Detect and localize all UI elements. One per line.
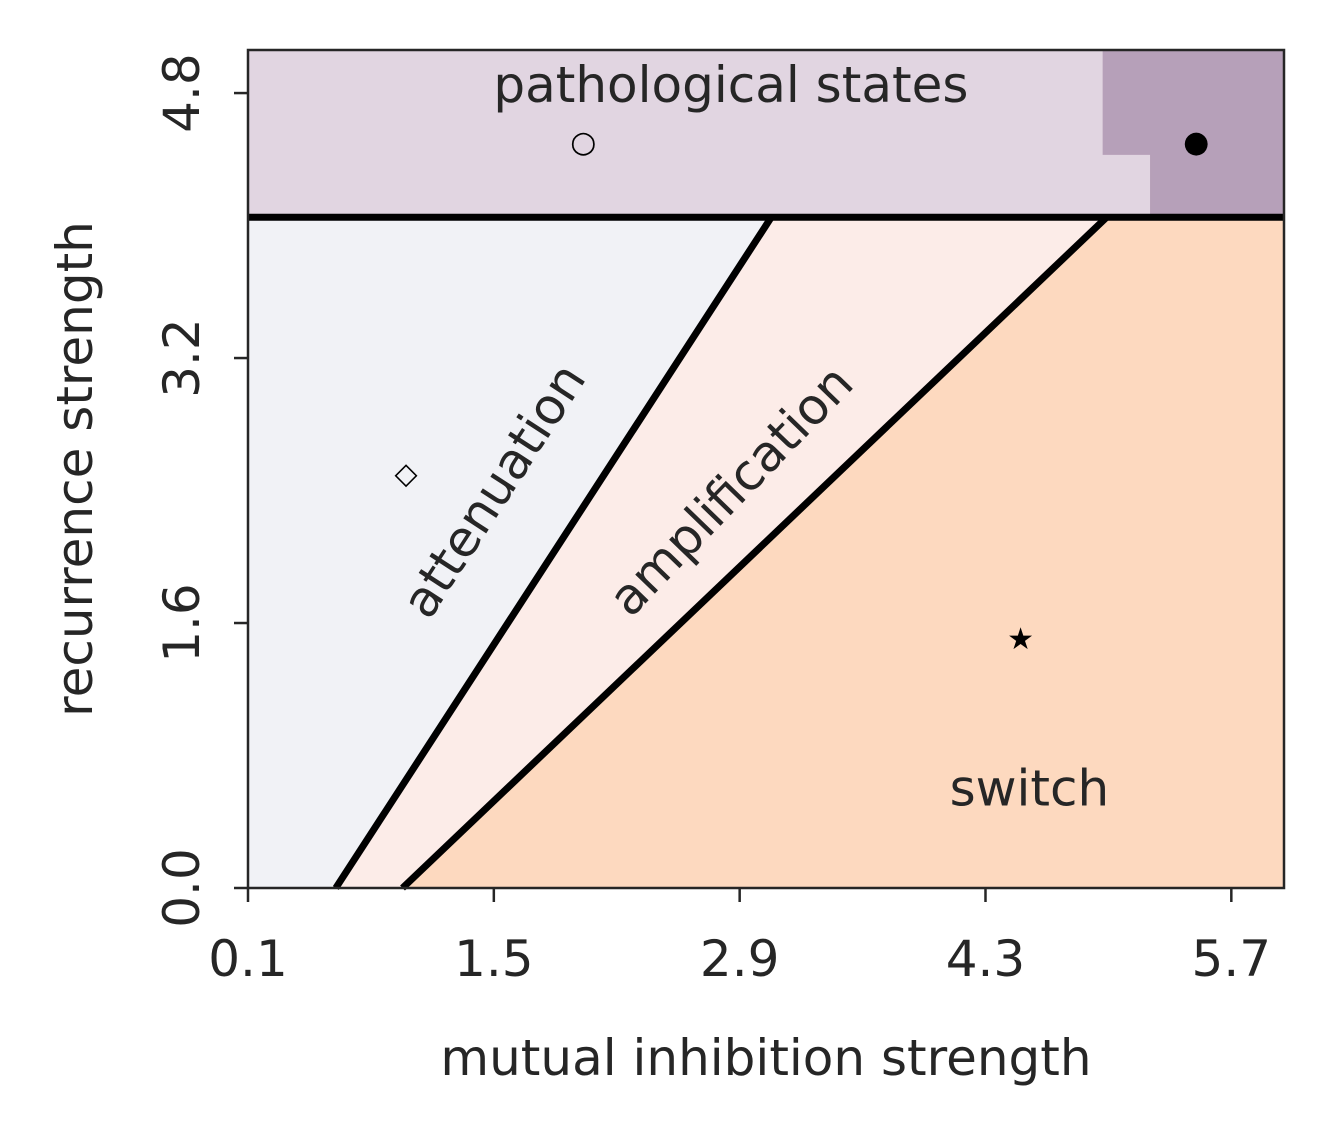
y-tick-label: 4.8 [153,53,211,133]
y-tick-label: 3.2 [153,318,211,398]
annotation-pathological-states: pathological states [493,56,968,114]
y-tick-label: 1.6 [153,583,211,663]
marker-open-circle: ○ [570,125,596,160]
marker-diamond: ◇ [394,456,417,491]
marker-star: ★ [1007,622,1034,657]
x-axis-label: mutual inhibition strength [440,1029,1091,1087]
annotation-switch: switch [950,760,1110,818]
plot-frame [246,48,1286,890]
x-axis: 0.1 1.5 2.9 4.3 5.7 [208,888,1271,988]
y-axis: 0.0 1.6 3.2 4.8 [153,53,248,928]
boundaries-layer [248,213,1284,891]
boundary-attenuation-amplification [332,215,775,890]
x-tick-label: 2.9 [700,930,780,988]
marker-filled-circle: ● [1183,125,1209,160]
x-tick-label: 5.7 [1192,930,1272,988]
regions-layer [247,49,1285,889]
y-axis-label: recurrence strength [46,221,104,717]
markers-layer: ○ ● ◇ ★ [394,125,1209,657]
x-tick-label: 4.3 [946,930,1026,988]
x-tick-label: 1.5 [454,930,534,988]
x-tick-label: 0.1 [208,930,288,988]
boundary-amplification-switch [400,214,1110,891]
y-tick-label: 0.0 [153,848,211,928]
